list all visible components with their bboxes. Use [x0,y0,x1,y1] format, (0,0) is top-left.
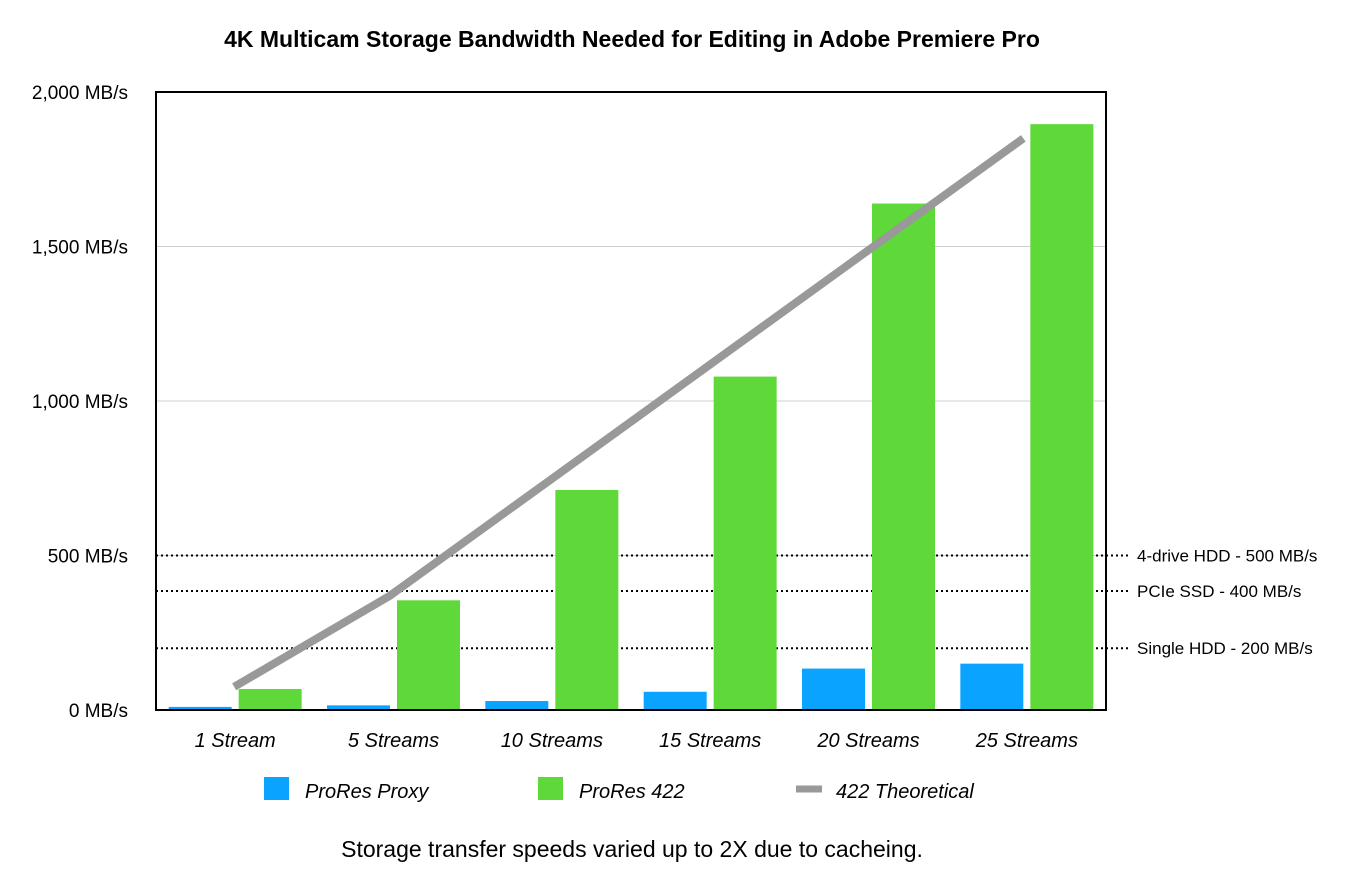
reference-line-label: 4-drive HDD - 500 MB/s [1137,547,1317,566]
bar-prores-proxy [485,701,549,710]
reference-line-label: PCIe SSD - 400 MB/s [1137,582,1301,601]
y-tick-label: 1,000 MB/s [32,392,128,413]
bar-prores-proxy [168,706,232,710]
grid-lines [156,246,1106,556]
plot-frame [155,91,1107,711]
y-tick-label: 1,500 MB/s [32,238,128,259]
legend-label-prores-proxy: ProRes Proxy [305,781,429,803]
x-tick-label: 20 Streams [816,730,919,752]
bar-prores-proxy [643,691,707,710]
legend-label-prores-422: ProRes 422 [579,781,685,803]
legend: ProRes Proxy ProRes 422 422 Theoretical [264,777,974,803]
bar-prores-422 [713,376,777,710]
x-tick-label: 25 Streams [975,730,1078,752]
reference-line-labels: 4-drive HDD - 500 MB/s PCIe SSD - 400 MB/… [1137,547,1317,659]
bar-prores-422 [1030,124,1094,711]
x-tick-label: 10 Streams [501,730,603,752]
legend-swatch-prores-proxy [264,777,289,800]
y-tick-label: 500 MB/s [48,547,128,568]
footnote: Storage transfer speeds varied up to 2X … [341,836,923,862]
y-tick-label: 0 MB/s [69,701,128,722]
x-tick-label: 15 Streams [659,730,761,752]
bar-prores-422 [238,688,302,710]
legend-swatch-prores-422 [538,777,563,800]
bar-prores-proxy [960,663,1024,710]
bar-prores-422 [555,489,619,710]
bar-prores-422 [397,600,460,710]
theoretical-series-line [232,135,1026,691]
x-tick-label: 5 Streams [348,730,439,752]
x-axis-ticks: 1 Stream 5 Streams 10 Streams 15 Streams 20 … [195,730,1078,752]
y-axis-ticks: 0 MB/s 500 MB/s 1,000 MB/s 1,500 MB/s 2,000 … [32,83,128,722]
theoretical-line [232,135,1026,691]
y-tick-label: 2,000 MB/s [32,83,128,104]
reference-lines [156,554,1128,650]
bar-prores-proxy [802,668,865,710]
chart-title: 4K Multicam Storage Bandwidth Needed for… [224,26,1040,52]
bar-prores-422 [872,203,935,710]
reference-line-label: Single HDD - 200 MB/s [1137,639,1313,658]
x-tick-label: 1 Stream [195,730,276,752]
bars [168,124,1094,711]
bar-prores-proxy [327,705,390,710]
legend-label-422-theoretical: 422 Theoretical [836,781,974,803]
